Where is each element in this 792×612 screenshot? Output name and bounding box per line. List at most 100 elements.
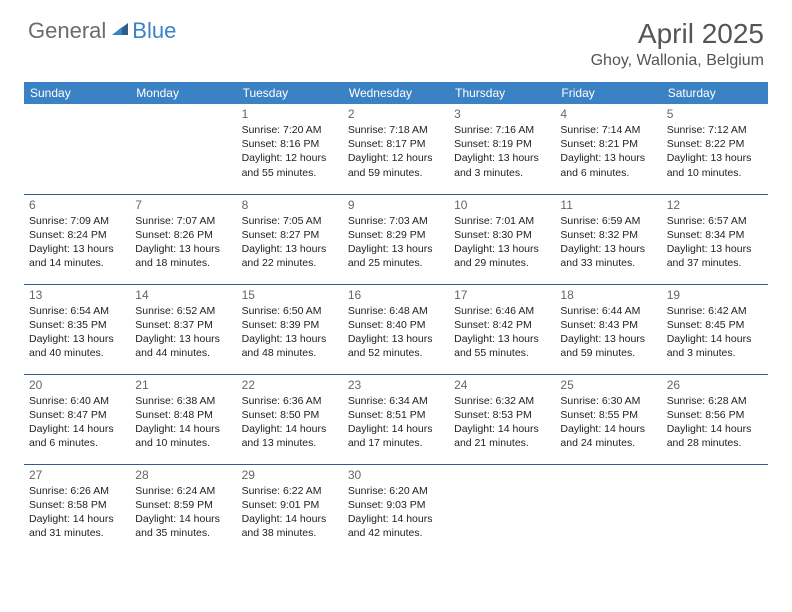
- sunrise-text: Sunrise: 6:24 AM: [135, 484, 231, 498]
- calendar-day-cell: 17Sunrise: 6:46 AMSunset: 8:42 PMDayligh…: [449, 284, 555, 374]
- title-block: April 2025 Ghoy, Wallonia, Belgium: [591, 18, 764, 70]
- sunset-text: Sunset: 8:29 PM: [348, 228, 444, 242]
- calendar-day-cell: 28Sunrise: 6:24 AMSunset: 8:59 PMDayligh…: [130, 464, 236, 554]
- sunset-text: Sunset: 9:03 PM: [348, 498, 444, 512]
- calendar-day-cell: 16Sunrise: 6:48 AMSunset: 8:40 PMDayligh…: [343, 284, 449, 374]
- day-number: 16: [348, 288, 444, 302]
- sunrise-text: Sunrise: 6:59 AM: [560, 214, 656, 228]
- day-number: 1: [242, 107, 338, 121]
- calendar-body: 1Sunrise: 7:20 AMSunset: 8:16 PMDaylight…: [24, 104, 768, 554]
- day-number: 11: [560, 198, 656, 212]
- daylight-text: Daylight: 14 hours: [560, 422, 656, 436]
- sunrise-text: Sunrise: 6:32 AM: [454, 394, 550, 408]
- day-number: 13: [29, 288, 125, 302]
- calendar-day-cell: 3Sunrise: 7:16 AMSunset: 8:19 PMDaylight…: [449, 104, 555, 194]
- sunrise-text: Sunrise: 6:30 AM: [560, 394, 656, 408]
- page-title: April 2025: [591, 18, 764, 50]
- day-number: 10: [454, 198, 550, 212]
- calendar-day-cell: 19Sunrise: 6:42 AMSunset: 8:45 PMDayligh…: [662, 284, 768, 374]
- day-header: Friday: [555, 82, 661, 104]
- sunrise-text: Sunrise: 6:34 AM: [348, 394, 444, 408]
- calendar-week-row: 27Sunrise: 6:26 AMSunset: 8:58 PMDayligh…: [24, 464, 768, 554]
- day-number: 21: [135, 378, 231, 392]
- sunset-text: Sunset: 8:47 PM: [29, 408, 125, 422]
- day-header: Wednesday: [343, 82, 449, 104]
- day-header: Saturday: [662, 82, 768, 104]
- sunrise-text: Sunrise: 7:18 AM: [348, 123, 444, 137]
- calendar-day-cell: 21Sunrise: 6:38 AMSunset: 8:48 PMDayligh…: [130, 374, 236, 464]
- calendar-table: SundayMondayTuesdayWednesdayThursdayFrid…: [24, 82, 768, 554]
- sunset-text: Sunset: 8:32 PM: [560, 228, 656, 242]
- daylight-text: and 38 minutes.: [242, 526, 338, 540]
- calendar-week-row: 13Sunrise: 6:54 AMSunset: 8:35 PMDayligh…: [24, 284, 768, 374]
- daylight-text: Daylight: 13 hours: [454, 242, 550, 256]
- daylight-text: Daylight: 13 hours: [560, 332, 656, 346]
- calendar-day-cell: 1 Sunrise: 7:20 AMSunset: 8:16 PMDaylight…: [237, 104, 343, 194]
- daylight-text: Daylight: 14 hours: [348, 512, 444, 526]
- daylight-text: Daylight: 14 hours: [29, 422, 125, 436]
- day-number: 25: [560, 378, 656, 392]
- daylight-text: and 33 minutes.: [560, 256, 656, 270]
- daylight-text: Daylight: 12 hours: [242, 151, 338, 165]
- sunrise-text: Sunrise: 6:20 AM: [348, 484, 444, 498]
- sunrise-text: Sunrise: 7:16 AM: [454, 123, 550, 137]
- sunset-text: Sunset: 8:51 PM: [348, 408, 444, 422]
- day-number: 17: [454, 288, 550, 302]
- sunset-text: Sunset: 8:34 PM: [667, 228, 763, 242]
- sunset-text: Sunset: 8:27 PM: [242, 228, 338, 242]
- daylight-text: Daylight: 13 hours: [454, 151, 550, 165]
- calendar-week-row: 6Sunrise: 7:09 AMSunset: 8:24 PMDaylight…: [24, 194, 768, 284]
- calendar-day-cell: 18Sunrise: 6:44 AMSunset: 8:43 PMDayligh…: [555, 284, 661, 374]
- day-number: 20: [29, 378, 125, 392]
- page-header: General Blue April 2025 Ghoy, Wallonia, …: [0, 0, 792, 78]
- calendar-day-cell: 6Sunrise: 7:09 AMSunset: 8:24 PMDaylight…: [24, 194, 130, 284]
- sunset-text: Sunset: 8:26 PM: [135, 228, 231, 242]
- daylight-text: and 10 minutes.: [135, 436, 231, 450]
- daylight-text: and 44 minutes.: [135, 346, 231, 360]
- daylight-text: and 40 minutes.: [29, 346, 125, 360]
- calendar-empty-cell: [449, 464, 555, 554]
- calendar-day-cell: 9Sunrise: 7:03 AMSunset: 8:29 PMDaylight…: [343, 194, 449, 284]
- sunset-text: Sunset: 8:59 PM: [135, 498, 231, 512]
- sunrise-text: Sunrise: 6:26 AM: [29, 484, 125, 498]
- calendar-day-cell: 23Sunrise: 6:34 AMSunset: 8:51 PMDayligh…: [343, 374, 449, 464]
- daylight-text: Daylight: 13 hours: [667, 151, 763, 165]
- daylight-text: Daylight: 13 hours: [348, 332, 444, 346]
- daylight-text: and 17 minutes.: [348, 436, 444, 450]
- daylight-text: and 13 minutes.: [242, 436, 338, 450]
- daylight-text: and 3 minutes.: [667, 346, 763, 360]
- daylight-text: Daylight: 14 hours: [667, 332, 763, 346]
- sunrise-text: Sunrise: 7:14 AM: [560, 123, 656, 137]
- day-number: 19: [667, 288, 763, 302]
- daylight-text: and 42 minutes.: [348, 526, 444, 540]
- daylight-text: Daylight: 13 hours: [135, 332, 231, 346]
- day-number: 3: [454, 107, 550, 121]
- calendar-empty-cell: [24, 104, 130, 194]
- sunrise-text: Sunrise: 6:36 AM: [242, 394, 338, 408]
- daylight-text: Daylight: 14 hours: [29, 512, 125, 526]
- calendar-day-cell: 27Sunrise: 6:26 AMSunset: 8:58 PMDayligh…: [24, 464, 130, 554]
- daylight-text: and 18 minutes.: [135, 256, 231, 270]
- sunrise-text: Sunrise: 7:05 AM: [242, 214, 338, 228]
- day-number: 4: [560, 107, 656, 121]
- daylight-text: and 52 minutes.: [348, 346, 444, 360]
- daylight-text: and 31 minutes.: [29, 526, 125, 540]
- sunrise-text: Sunrise: 7:09 AM: [29, 214, 125, 228]
- day-number: 24: [454, 378, 550, 392]
- sunset-text: Sunset: 8:16 PM: [242, 137, 338, 151]
- calendar-day-cell: 13Sunrise: 6:54 AMSunset: 8:35 PMDayligh…: [24, 284, 130, 374]
- sunset-text: Sunset: 8:40 PM: [348, 318, 444, 332]
- daylight-text: Daylight: 14 hours: [667, 422, 763, 436]
- sunrise-text: Sunrise: 6:22 AM: [242, 484, 338, 498]
- sunrise-text: Sunrise: 6:28 AM: [667, 394, 763, 408]
- daylight-text: and 55 minutes.: [454, 346, 550, 360]
- calendar-day-cell: 7Sunrise: 7:07 AMSunset: 8:26 PMDaylight…: [130, 194, 236, 284]
- calendar-empty-cell: [130, 104, 236, 194]
- daylight-text: and 28 minutes.: [667, 436, 763, 450]
- daylight-text: Daylight: 14 hours: [135, 422, 231, 436]
- day-number: 18: [560, 288, 656, 302]
- day-number: 5: [667, 107, 763, 121]
- daylight-text: and 6 minutes.: [29, 436, 125, 450]
- daylight-text: and 59 minutes.: [348, 166, 444, 180]
- sunrise-text: Sunrise: 7:20 AM: [242, 123, 338, 137]
